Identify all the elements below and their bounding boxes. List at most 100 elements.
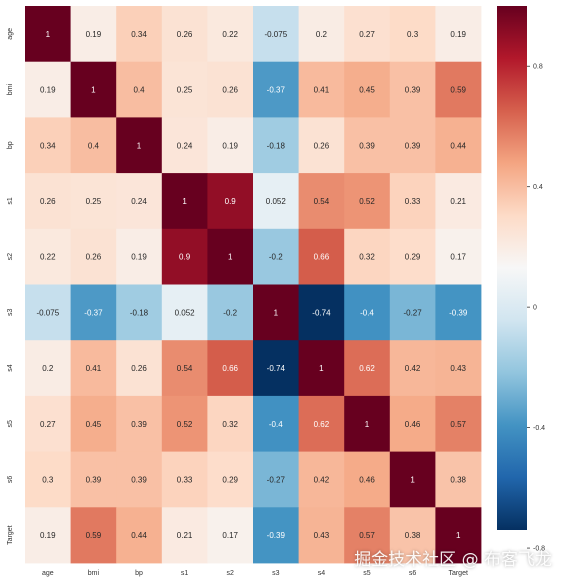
cell-value-label-bmi-Target: 0.59 [450,86,466,95]
heatmap-cell-age-bmi [70,6,117,63]
cell-value-label-s6-s1: 0.33 [177,475,193,484]
heatmap-cell-s5-s3 [253,395,299,452]
heatmap-cell-Target-s1 [161,507,208,564]
heatmap-cell-s4-bp [116,340,163,397]
heatmap-cell-s3-s4 [298,284,345,341]
cell-value-label-s3-s4: -0.74 [312,308,331,317]
heatmap-cell-bmi-s6 [389,61,436,118]
cell-value-label-s5-s6: 0.46 [405,420,421,429]
heatmap-cell-bp-s3 [253,117,299,174]
cell-value-label-bp-age: 0.34 [40,141,56,150]
heatmap-cell-age-s5 [344,6,391,63]
cell-value-label-s6-s5: 0.46 [359,475,375,484]
cell-value-label-Target-Target: 1 [456,531,461,540]
row-label-s6: s6 [7,476,14,484]
heatmap-cell-s1-s2 [207,173,254,230]
heatmap-cell-age-s1 [161,6,208,63]
row-label-s4: s4 [7,364,14,372]
heatmap-cell-s6-s1 [161,451,208,508]
heatmap-cell-s2-s2 [207,228,254,285]
heatmap-cell-s4-age [25,340,71,397]
heatmap-cell-bmi-age [25,61,71,118]
colorbar-ticks: 0.8 0.4 0 -0.4 -0.8 [527,64,545,553]
heatmap-cell-age-s3 [253,6,299,63]
cell-value-label-s2-bmi: 0.26 [86,253,102,262]
heatmap-cell-s4-Target [435,340,482,397]
heatmap-cell-s1-s3 [253,173,299,230]
heatmap-cell-s5-s5 [344,395,391,452]
cell-value-label-Target-bp: 0.44 [131,531,147,540]
cell-value-label-s6-s6: 1 [410,475,415,484]
heatmap-cell-s2-s3 [253,228,299,285]
heatmap-cell-s5-bmi [70,395,117,452]
heatmap-cell-s4-s2 [207,340,254,397]
cell-value-label-s3-Target: -0.39 [449,308,468,317]
cell-value-label-s6-Target: 0.38 [450,475,466,484]
cell-value-label-s6-s4: 0.42 [314,475,330,484]
heatmap-cell-s1-bp [116,173,163,230]
cell-value-label-s3-s5: -0.4 [360,308,374,317]
cell-value-label-Target-s2: 0.17 [222,531,238,540]
column-labels: age bmi bp s1 s2 s3 s4 s5 s6 Target [42,570,468,577]
cell-value-label-s3-s2: -0.2 [223,308,237,317]
cell-value-label-bmi-s6: 0.39 [405,86,421,95]
cell-value-label-s1-age: 0.26 [40,197,56,206]
column-label-bp: bp [135,570,143,577]
colorbar-tick-label--0.4: -0.4 [533,425,545,432]
cell-value-label-Target-bmi: 0.59 [86,531,102,540]
cell-value-label-s1-Target: 0.21 [450,197,466,206]
heatmap-cell-bp-s5 [344,117,391,174]
heatmap-cell-bmi-s1 [161,61,208,118]
cell-value-label-s5-s2: 0.32 [222,420,238,429]
heatmap-cell-s1-age [25,173,71,230]
heatmap-cell-s3-s2 [207,284,254,341]
heatmap-cell-s4-s4 [298,340,345,397]
cell-value-label-s3-age: -0.075 [36,308,59,317]
cell-value-label-bp-s1: 0.24 [177,141,193,150]
heatmap-cell-s3-s5 [344,284,391,341]
heatmap-cell-age-bp [116,6,163,63]
heatmap-cell-age-age [25,6,71,63]
cell-value-label-bmi-s4: 0.41 [314,86,330,95]
cell-value-label-bp-s3: -0.18 [267,141,286,150]
heatmap-cell-bp-bp [116,117,163,174]
cell-value-label-s4-s5: 0.62 [359,364,375,373]
cell-value-label-bp-Target: 0.44 [450,141,466,150]
cell-value-label-bp-s4: 0.26 [314,141,330,150]
heatmap-cell-Target-s6 [389,507,436,564]
cell-value-label-s4-s2: 0.66 [222,364,238,373]
heatmap-cell-bmi-s4 [298,61,345,118]
column-label-s1: s1 [181,570,189,577]
heatmap-cell-Target-bp [116,507,163,564]
heatmap-cell-s6-age [25,451,71,508]
heatmap-cell-bp-s2 [207,117,254,174]
cell-value-label-s3-bp: -0.18 [130,308,149,317]
heatmap-cell-s6-Target [435,451,482,508]
cell-value-label-s4-bp: 0.26 [131,364,147,373]
heatmap-cell-Target-s2 [207,507,254,564]
cell-value-label-s4-s3: -0.74 [267,364,286,373]
heatmap-cell-s2-s6 [389,228,436,285]
cell-value-label-bmi-age: 0.19 [40,86,56,95]
row-label-s5: s5 [7,420,14,428]
cell-value-label-bp-s5: 0.39 [359,141,375,150]
cell-value-label-s6-s3: -0.27 [267,475,286,484]
heatmap-cell-bmi-s5 [344,61,391,118]
cell-value-label-s1-s3: 0.052 [266,197,287,206]
cell-value-label-age-s6: 0.3 [407,30,419,39]
cell-value-label-s6-s2: 0.29 [222,475,238,484]
cell-value-label-age-age: 1 [46,30,51,39]
row-label-bmi: bmi [7,83,14,95]
cell-value-label-s6-bmi: 0.39 [86,475,102,484]
heatmap-cell-s2-s1 [161,228,208,285]
cell-value-label-s2-Target: 0.17 [450,253,466,262]
cell-value-label-s3-bmi: -0.37 [84,308,103,317]
heatmap-cell-s2-bp [116,228,163,285]
heatmap-cell-s3-s1 [161,284,208,341]
heatmap-cell-s5-bp [116,395,163,452]
cell-value-label-s4-age: 0.2 [42,364,54,373]
cell-value-label-bp-bmi: 0.4 [88,141,100,150]
cell-value-label-s2-bp: 0.19 [131,253,147,262]
heatmap-cell-bmi-s2 [207,61,254,118]
